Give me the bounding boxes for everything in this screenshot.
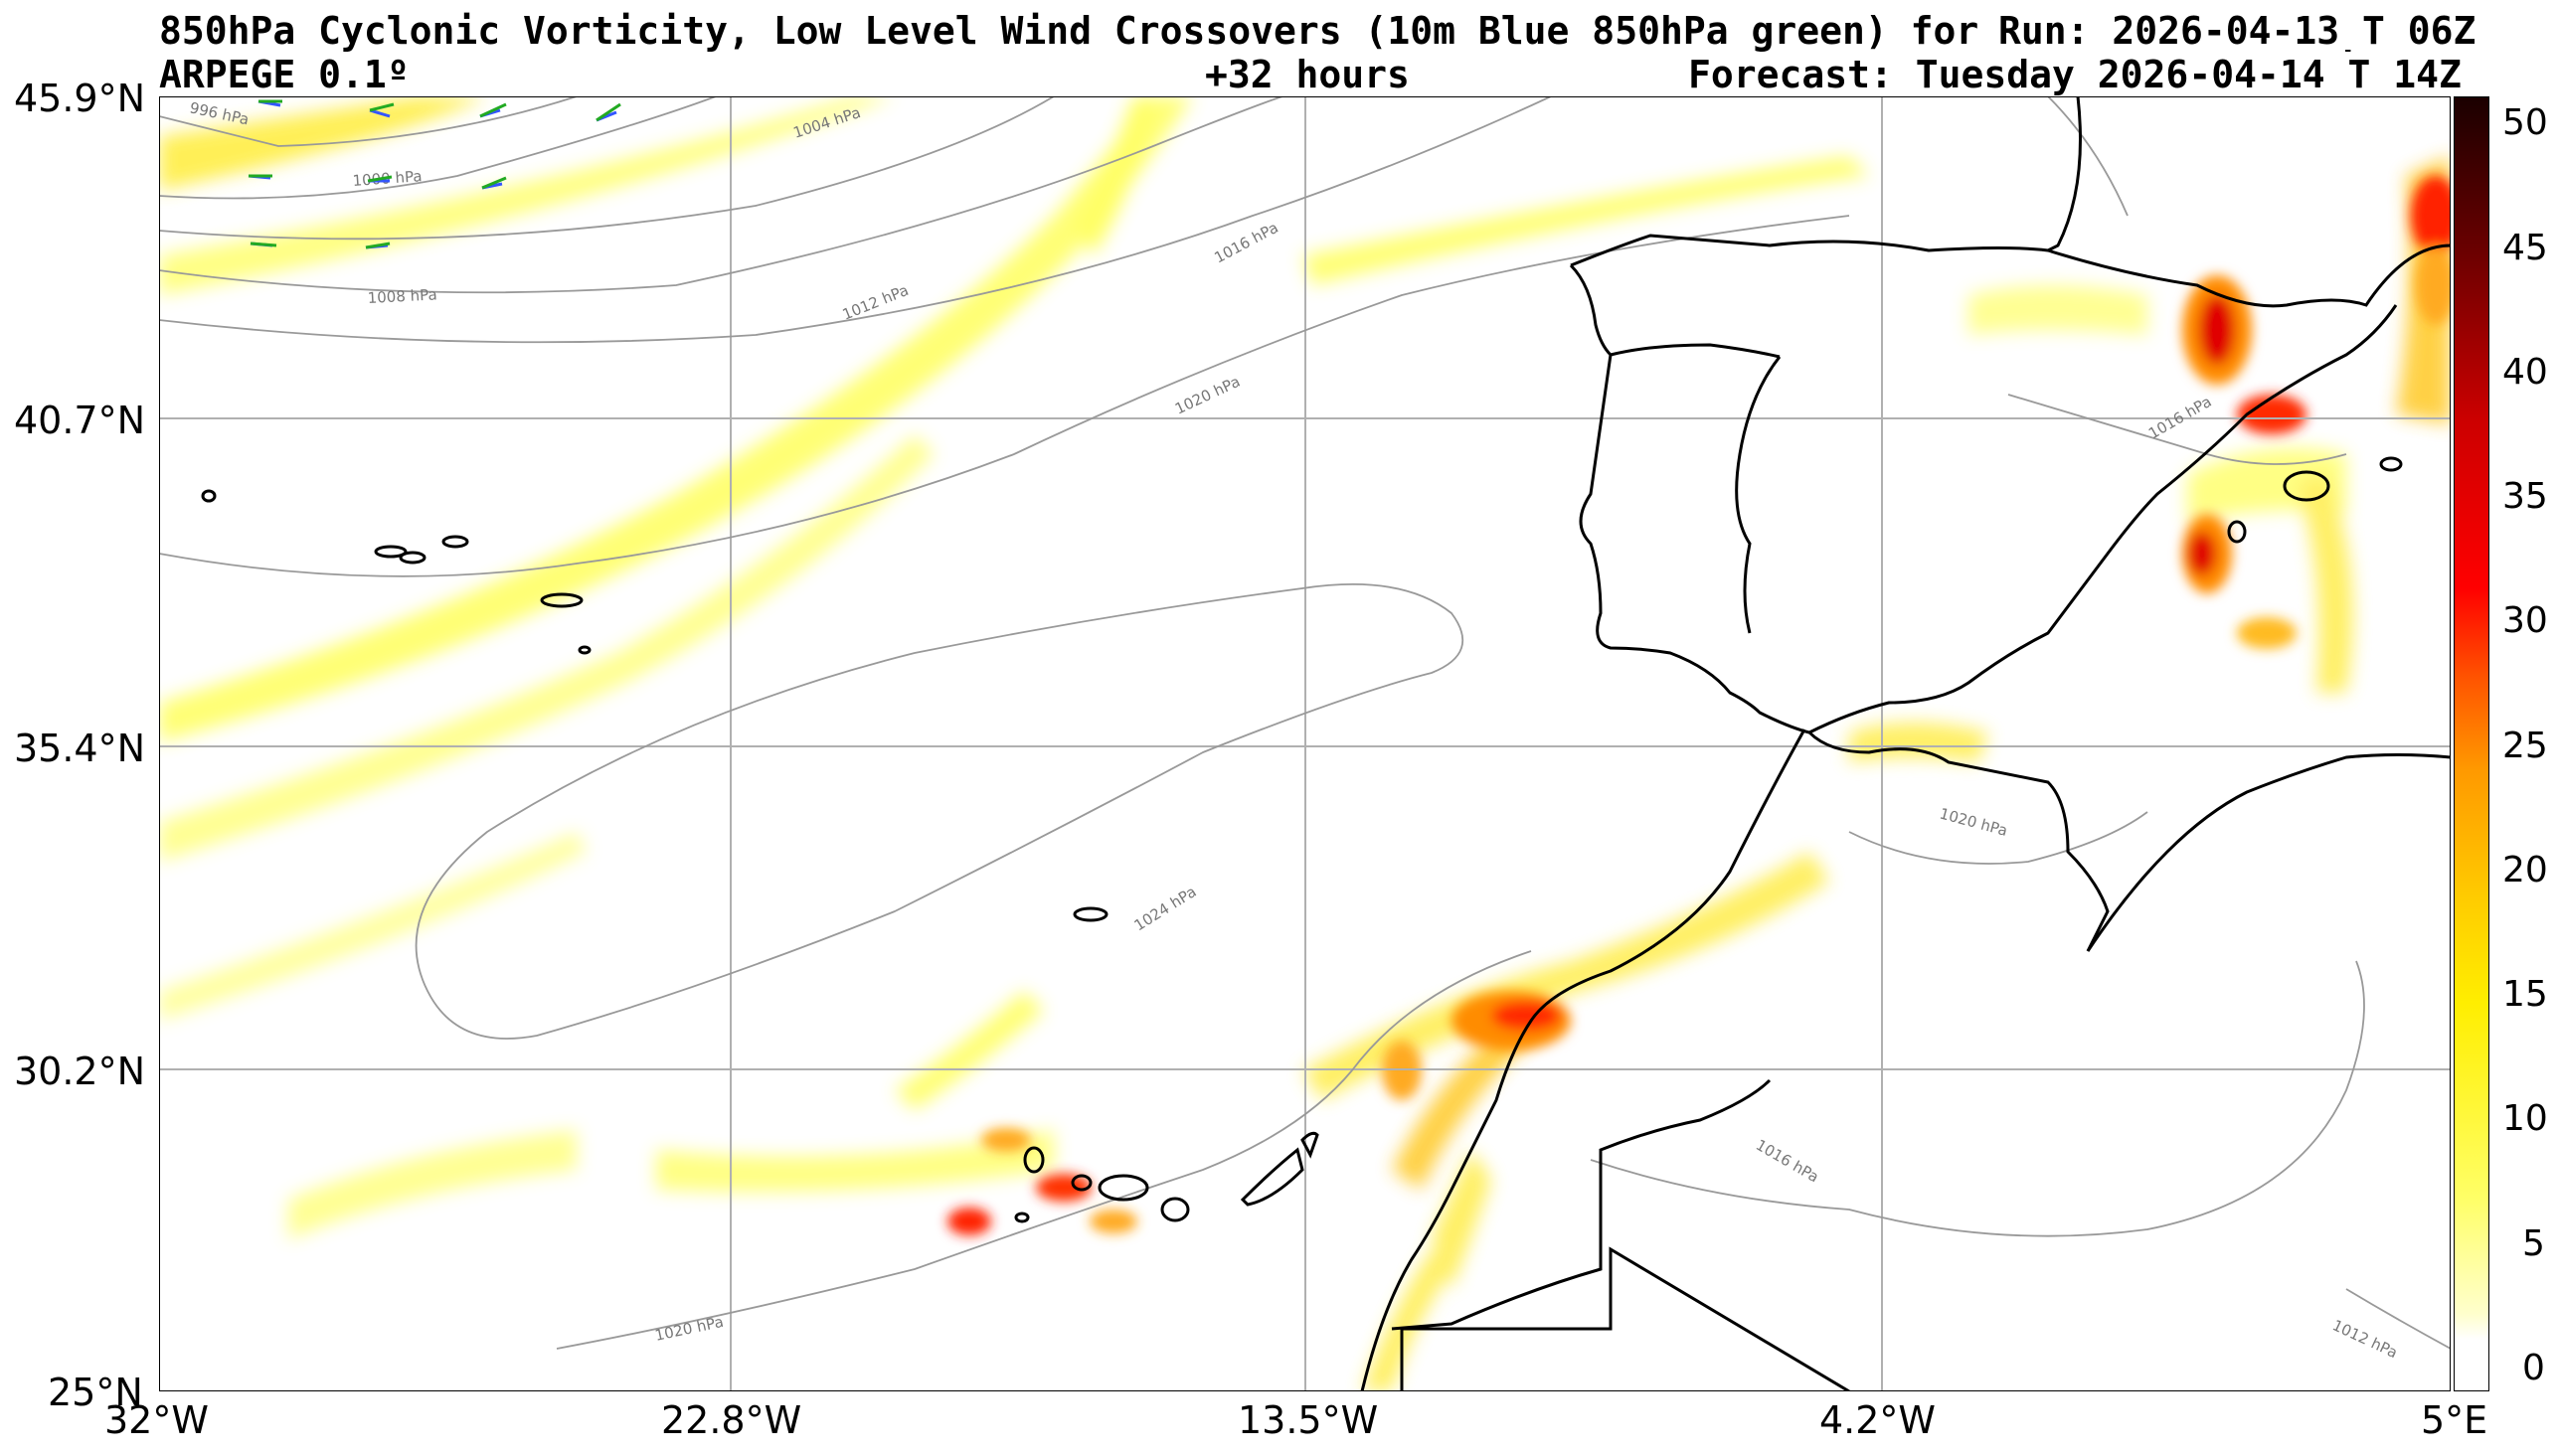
lon-label: 4.2°W	[1819, 1398, 1937, 1442]
lon-label: 13.5°W	[1238, 1398, 1379, 1442]
coastlines	[201, 96, 2451, 1391]
lat-label: 40.7°N	[14, 399, 146, 442]
colorbar-tick: 40	[2502, 352, 2548, 393]
wind-crossover	[257, 99, 282, 107]
wind-crossover	[248, 174, 272, 180]
colorbar-tick: 20	[2502, 850, 2548, 890]
map-title: 850hPa Cyclonic Vorticity, Low Level Win…	[159, 9, 2366, 53]
colorbar-tick: 5	[2522, 1223, 2545, 1264]
lead-time-label: +32 hours	[1205, 53, 1410, 96]
map-canvas: 996 hPa 1000 hPa 1004 hPa 1008 hPa 1012 …	[159, 96, 2451, 1391]
wind-crossovers	[248, 99, 621, 249]
colorbar-tick: 25	[2502, 726, 2548, 766]
colorbar-tick: 15	[2502, 974, 2548, 1015]
wind-crossover	[481, 176, 507, 190]
model-label: ARPEGE 0.1º	[159, 53, 410, 96]
colorbar	[2454, 96, 2489, 1391]
colorbar-tick: 10	[2502, 1098, 2548, 1139]
colorbar-tick: 35	[2502, 476, 2548, 517]
lat-label: 30.2°N	[14, 1050, 146, 1093]
lon-label: 22.8°W	[661, 1398, 802, 1442]
lat-label: 35.4°N	[14, 727, 146, 770]
lat-label: 25°N	[48, 1371, 143, 1414]
colorbar-tick: 45	[2502, 228, 2548, 268]
run-label: Run: 2026-04-13 T 06Z	[1998, 12, 2480, 50]
lon-label: 32°W	[104, 1398, 209, 1442]
wind-crossover	[479, 102, 507, 118]
wind-crossover	[365, 242, 391, 249]
colorbar-tick: 50	[2502, 102, 2548, 143]
isobars	[159, 96, 2451, 1350]
lon-label: 5°E	[2421, 1398, 2488, 1442]
wind-crossover	[250, 242, 277, 247]
forecast-label: Forecast: Tuesday 2026-04-14 T 14Z	[1688, 53, 2462, 96]
colorbar-tick: 30	[2502, 600, 2548, 641]
lat-label: 45.9°N	[14, 77, 146, 120]
wind-crossover	[367, 175, 393, 183]
wind-crossover	[369, 102, 395, 118]
isobar-label: 1008 hPa	[367, 285, 437, 307]
lat-lon-grid	[159, 96, 2451, 1391]
colorbar-tick: 0	[2522, 1348, 2545, 1388]
wind-crossover	[596, 102, 621, 122]
vorticity-shading	[159, 96, 2451, 1391]
